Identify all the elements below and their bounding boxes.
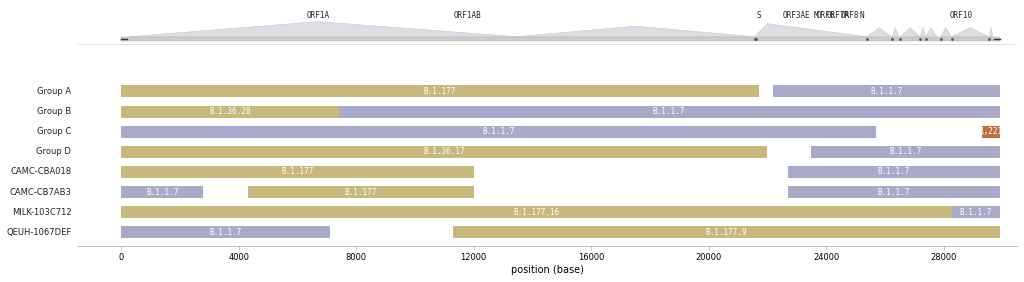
Text: M: M xyxy=(813,11,818,20)
Text: B.1.1.7: B.1.1.7 xyxy=(878,188,910,197)
Text: ORF3A: ORF3A xyxy=(782,11,806,20)
Polygon shape xyxy=(867,28,891,37)
Text: B.1.1.7: B.1.1.7 xyxy=(889,147,922,156)
Text: ORF1A: ORF1A xyxy=(306,11,330,20)
Polygon shape xyxy=(989,28,993,37)
Text: ORF1AB: ORF1AB xyxy=(454,11,481,20)
Text: S: S xyxy=(757,11,761,20)
Text: B.1.36.28: B.1.36.28 xyxy=(209,107,251,116)
X-axis label: position (base): position (base) xyxy=(511,265,584,275)
Text: B.1.1.7: B.1.1.7 xyxy=(959,208,992,217)
Text: Group B: Group B xyxy=(37,107,72,116)
Text: B.1.1.7: B.1.1.7 xyxy=(653,107,685,116)
Polygon shape xyxy=(755,24,866,37)
Text: CAMC-CB7AB3: CAMC-CB7AB3 xyxy=(9,188,72,197)
Text: QEUH-1067DEF: QEUH-1067DEF xyxy=(6,228,72,237)
Polygon shape xyxy=(921,28,926,37)
Text: E: E xyxy=(805,11,809,20)
Text: 1,221: 1,221 xyxy=(979,127,1002,136)
Text: CAMC-CBA018: CAMC-CBA018 xyxy=(10,168,72,177)
Text: B.1.1.7: B.1.1.7 xyxy=(209,228,242,237)
Polygon shape xyxy=(892,28,899,37)
Text: ORF10: ORF10 xyxy=(949,11,973,20)
Text: B.1.36.17: B.1.36.17 xyxy=(424,147,465,156)
Text: B.1.1.7: B.1.1.7 xyxy=(482,127,515,136)
Polygon shape xyxy=(517,26,755,37)
Text: B.1.177: B.1.177 xyxy=(424,87,456,96)
Text: B.1.1.7: B.1.1.7 xyxy=(870,87,902,96)
Text: ORF7A: ORF7A xyxy=(826,11,850,20)
Polygon shape xyxy=(926,28,937,37)
Text: MILK-103C712: MILK-103C712 xyxy=(11,208,72,217)
Polygon shape xyxy=(951,28,988,37)
Polygon shape xyxy=(940,28,951,37)
Text: Group C: Group C xyxy=(37,127,72,136)
Text: ORF8: ORF8 xyxy=(841,11,859,20)
Text: B.1.177.9: B.1.177.9 xyxy=(706,228,748,237)
Polygon shape xyxy=(129,22,517,37)
Text: B.1.177: B.1.177 xyxy=(344,188,377,197)
Text: B.1.1.7: B.1.1.7 xyxy=(878,168,910,177)
Text: B.1.177: B.1.177 xyxy=(282,168,313,177)
Text: ORF6: ORF6 xyxy=(817,11,836,20)
Text: Group A: Group A xyxy=(37,87,72,96)
Text: B.1.1.7: B.1.1.7 xyxy=(146,188,178,197)
Text: Group D: Group D xyxy=(37,147,72,156)
Polygon shape xyxy=(900,28,920,37)
Text: N: N xyxy=(859,11,863,20)
Text: B.1.177.16: B.1.177.16 xyxy=(514,208,560,217)
